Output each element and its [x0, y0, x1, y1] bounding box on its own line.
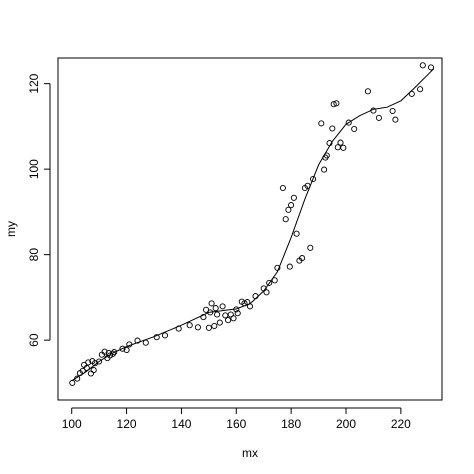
y-tick-label: 100 [27, 159, 41, 179]
data-point [246, 303, 254, 310]
data-point [90, 367, 97, 374]
data-point [214, 311, 221, 318]
data-point [337, 139, 344, 146]
data-point [279, 184, 286, 192]
data-point [299, 255, 306, 262]
data-point [85, 359, 92, 366]
data-point [119, 345, 126, 352]
data-point [219, 303, 226, 310]
data-point [370, 107, 377, 114]
data-points [69, 62, 435, 386]
data-point [186, 322, 193, 329]
data-point [304, 182, 311, 189]
data-point [83, 364, 90, 371]
data-point [91, 360, 99, 367]
data-point [318, 120, 325, 127]
data-point [282, 216, 289, 223]
data-point [260, 285, 267, 292]
data-point [126, 341, 133, 348]
data-point [87, 370, 94, 377]
data-point [333, 100, 340, 107]
data-point [205, 324, 212, 331]
y-axis-label: my [4, 221, 18, 237]
data-point [230, 315, 237, 322]
data-point [244, 299, 251, 306]
data-point [326, 140, 333, 147]
data-point [290, 194, 297, 201]
data-point [274, 264, 281, 271]
data-point [216, 319, 223, 326]
data-point [389, 107, 396, 115]
data-point [212, 305, 219, 312]
x-tick-label: 200 [336, 417, 356, 431]
data-point [194, 324, 201, 331]
x-tick-label: 100 [62, 417, 82, 431]
y-tick-label: 80 [27, 248, 41, 262]
y-axis: 60 80 100 120 [27, 73, 51, 347]
x-tick-label: 120 [117, 417, 137, 431]
data-point [153, 334, 160, 341]
data-point [345, 119, 352, 126]
data-point [200, 314, 207, 321]
x-tick-label: 140 [171, 417, 191, 431]
data-point [330, 101, 337, 108]
data-point [252, 293, 259, 300]
data-point [375, 114, 382, 121]
data-point [323, 152, 330, 159]
data-point [351, 125, 358, 133]
data-point [233, 306, 240, 313]
data-point [69, 379, 76, 386]
data-point [285, 206, 292, 213]
data-point [392, 116, 399, 123]
data-point [225, 317, 232, 324]
data-point [288, 202, 295, 209]
data-point [211, 322, 218, 330]
data-point [364, 88, 371, 95]
data-point [111, 349, 118, 356]
data-point [263, 289, 270, 296]
data-point [74, 375, 81, 382]
data-point [419, 62, 426, 69]
data-point [293, 230, 300, 237]
data-point [408, 90, 415, 97]
data-point [234, 310, 241, 317]
smooth-line [71, 68, 435, 382]
data-point [271, 277, 278, 284]
data-point [208, 300, 215, 307]
data-point [307, 244, 314, 251]
data-point [175, 325, 182, 332]
x-tick-label: 180 [281, 417, 301, 431]
data-point [142, 339, 149, 346]
data-point [101, 348, 108, 355]
data-point [161, 332, 169, 339]
data-point [417, 86, 424, 93]
data-point [321, 166, 328, 173]
data-point [340, 144, 347, 151]
data-point [207, 309, 214, 316]
y-tick-label: 120 [27, 73, 41, 93]
data-point [79, 367, 86, 374]
data-point [329, 125, 336, 132]
data-point [286, 263, 293, 270]
y-tick-label: 60 [27, 333, 41, 347]
x-tick-label: 160 [226, 417, 246, 431]
data-point [241, 300, 248, 307]
data-point [427, 64, 435, 71]
x-axis: 100 120 140 160 180 200 220 [62, 407, 411, 431]
x-tick-label: 220 [391, 417, 411, 431]
x-axis-label: mx [242, 446, 258, 460]
data-point [96, 358, 103, 365]
data-point [134, 337, 141, 344]
data-point [109, 350, 116, 357]
data-point [310, 175, 317, 183]
data-point [266, 279, 273, 286]
data-point [123, 346, 130, 354]
plot-box [57, 57, 443, 401]
